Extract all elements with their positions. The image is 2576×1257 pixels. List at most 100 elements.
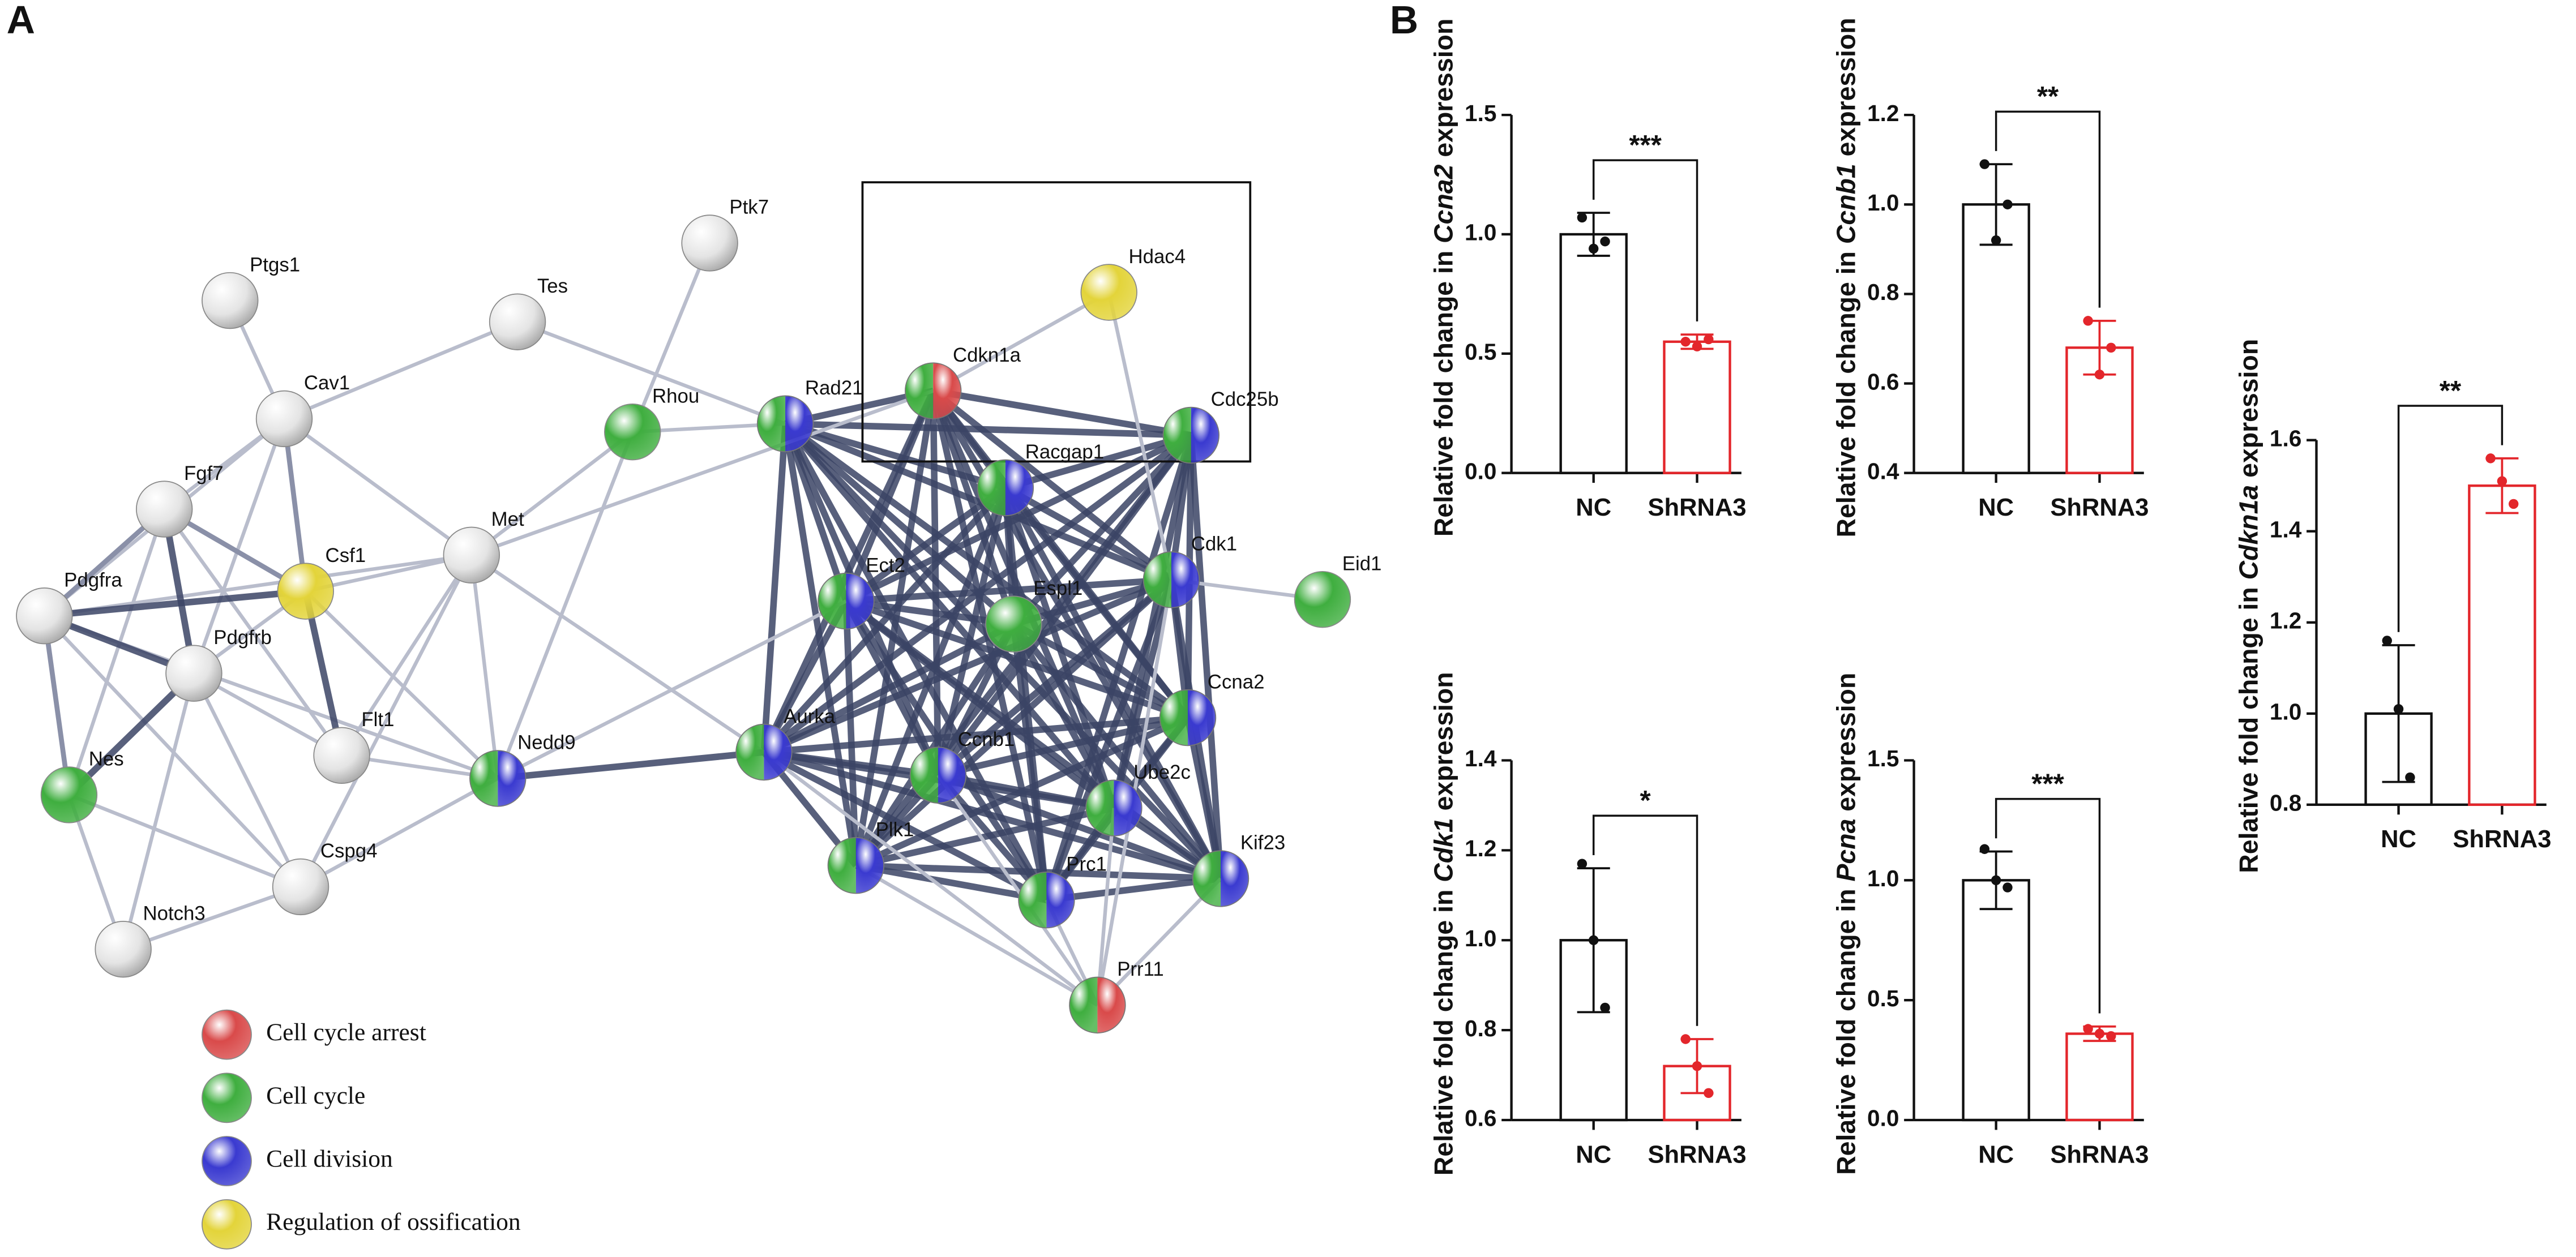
edge xyxy=(469,555,500,779)
y-axis-label: Relative fold change in Pcna expression xyxy=(1832,673,1861,1175)
node-half xyxy=(736,724,764,780)
edge xyxy=(932,387,1192,439)
edge xyxy=(1043,578,1175,902)
data-point xyxy=(2083,316,2093,326)
data-point xyxy=(2106,1031,2116,1041)
node-label: Aurka xyxy=(784,705,836,727)
node-half xyxy=(855,837,884,894)
x-tick-label: ShRNA3 xyxy=(2453,826,2551,853)
significance-label: *** xyxy=(2031,768,2064,799)
edge xyxy=(42,615,72,796)
legend-label: Cell cycle arrest xyxy=(266,1019,426,1046)
edge xyxy=(763,749,1222,882)
node-label: Ptk7 xyxy=(729,196,769,218)
y-axis-label: Relative fold change in Cdk1 expression xyxy=(1429,672,1458,1176)
node-label: Pdgfra xyxy=(64,569,122,591)
edges xyxy=(42,242,1323,1007)
y-tick-label: 1.2 xyxy=(1867,100,1899,126)
data-point xyxy=(2405,772,2415,783)
node-label: Cdk1 xyxy=(1191,533,1237,555)
node xyxy=(1294,570,1351,628)
node-label: Prr11 xyxy=(1117,958,1164,980)
y-tick-label: 0.8 xyxy=(1867,279,1899,305)
data-point xyxy=(2002,199,2013,209)
edge xyxy=(44,587,306,619)
node-outline xyxy=(735,723,793,781)
node-outline xyxy=(909,747,967,804)
data-point xyxy=(2497,476,2507,486)
node-label: Ccna2 xyxy=(1208,671,1265,693)
y-axis-label-part: expression xyxy=(2234,339,2263,485)
y-tick-label: 0.5 xyxy=(1465,339,1496,365)
y-axis-label-part: Relative fold change in xyxy=(1832,882,1861,1175)
data-point xyxy=(1600,236,1610,247)
data-point xyxy=(2002,882,2013,893)
edge xyxy=(1096,877,1222,1007)
legend-marker xyxy=(202,1009,252,1060)
bar xyxy=(1962,879,2030,1122)
node-half xyxy=(977,460,1005,516)
edge xyxy=(855,862,1047,903)
edge xyxy=(44,553,472,618)
edge xyxy=(763,714,1188,756)
node-half xyxy=(1019,872,1047,928)
node-half xyxy=(757,396,786,452)
node-half xyxy=(1221,851,1249,907)
node xyxy=(277,563,334,620)
node-label: Notch3 xyxy=(143,902,205,924)
edge xyxy=(931,388,1174,582)
significance-bracket xyxy=(1592,814,1698,1026)
node-half xyxy=(1159,689,1188,746)
edge xyxy=(846,576,1172,604)
node-outline xyxy=(905,362,962,419)
edge xyxy=(1004,484,1173,583)
edge xyxy=(760,423,789,753)
edge xyxy=(340,554,473,757)
data-point xyxy=(1979,844,1990,854)
y-axis-label-part: Pcna xyxy=(1832,819,1861,882)
node-half xyxy=(764,724,792,780)
node-half xyxy=(498,750,526,806)
edge xyxy=(761,389,936,754)
data-point xyxy=(1704,1088,1714,1099)
node xyxy=(313,727,370,784)
y-axis-label-part: Relative fold change in xyxy=(2234,580,2263,873)
significance-bracket xyxy=(1592,159,1698,321)
data-point xyxy=(1991,235,2001,246)
node-label: Met xyxy=(491,508,524,530)
y-tick-label: 0.4 xyxy=(1867,458,1899,484)
node-label: Eid1 xyxy=(1342,552,1382,574)
y-axis-label-part: expression xyxy=(1429,672,1458,818)
edge xyxy=(68,793,302,889)
node-label: Ube2c xyxy=(1133,761,1191,783)
node-half xyxy=(1046,872,1075,928)
data-point xyxy=(1577,859,1587,869)
edge xyxy=(844,598,1223,882)
legend-label: Cell division xyxy=(266,1146,393,1173)
node-half xyxy=(1097,977,1126,1033)
data-point xyxy=(1704,334,1714,345)
edge xyxy=(304,590,499,780)
node-label: Fgf7 xyxy=(184,462,224,484)
x-tick-label: NC xyxy=(1576,494,1611,521)
y-tick-label: 1.6 xyxy=(2270,425,2301,451)
x-tick-label: NC xyxy=(1978,494,2014,521)
edge xyxy=(785,420,1191,439)
node-half xyxy=(1191,407,1219,464)
edge xyxy=(1002,486,1224,881)
node-label: Prc1 xyxy=(1066,853,1107,875)
y-tick-label: 0.0 xyxy=(1867,1105,1899,1131)
edge xyxy=(853,622,1017,868)
node-label: Plk1 xyxy=(876,818,914,840)
edge xyxy=(855,864,1098,1007)
node-half xyxy=(785,396,814,452)
y-axis-label-part: Cdkn1a xyxy=(2234,485,2263,580)
bar xyxy=(1663,340,1731,474)
x-tick-label: ShRNA3 xyxy=(2050,1141,2149,1168)
y-tick-label: 1.0 xyxy=(2270,699,2301,725)
node-outline xyxy=(1018,871,1075,929)
edge xyxy=(121,672,196,950)
node xyxy=(489,293,546,350)
data-point xyxy=(1692,1061,1702,1071)
